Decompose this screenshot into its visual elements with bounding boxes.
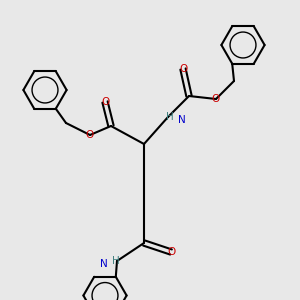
Text: O: O: [179, 64, 187, 74]
Text: H: H: [112, 256, 119, 266]
Text: N: N: [100, 259, 107, 269]
Text: N: N: [178, 115, 185, 125]
Text: O: O: [101, 97, 109, 107]
Text: O: O: [212, 94, 220, 104]
Text: O: O: [86, 130, 94, 140]
Text: H: H: [166, 112, 173, 122]
Text: O: O: [167, 247, 175, 257]
